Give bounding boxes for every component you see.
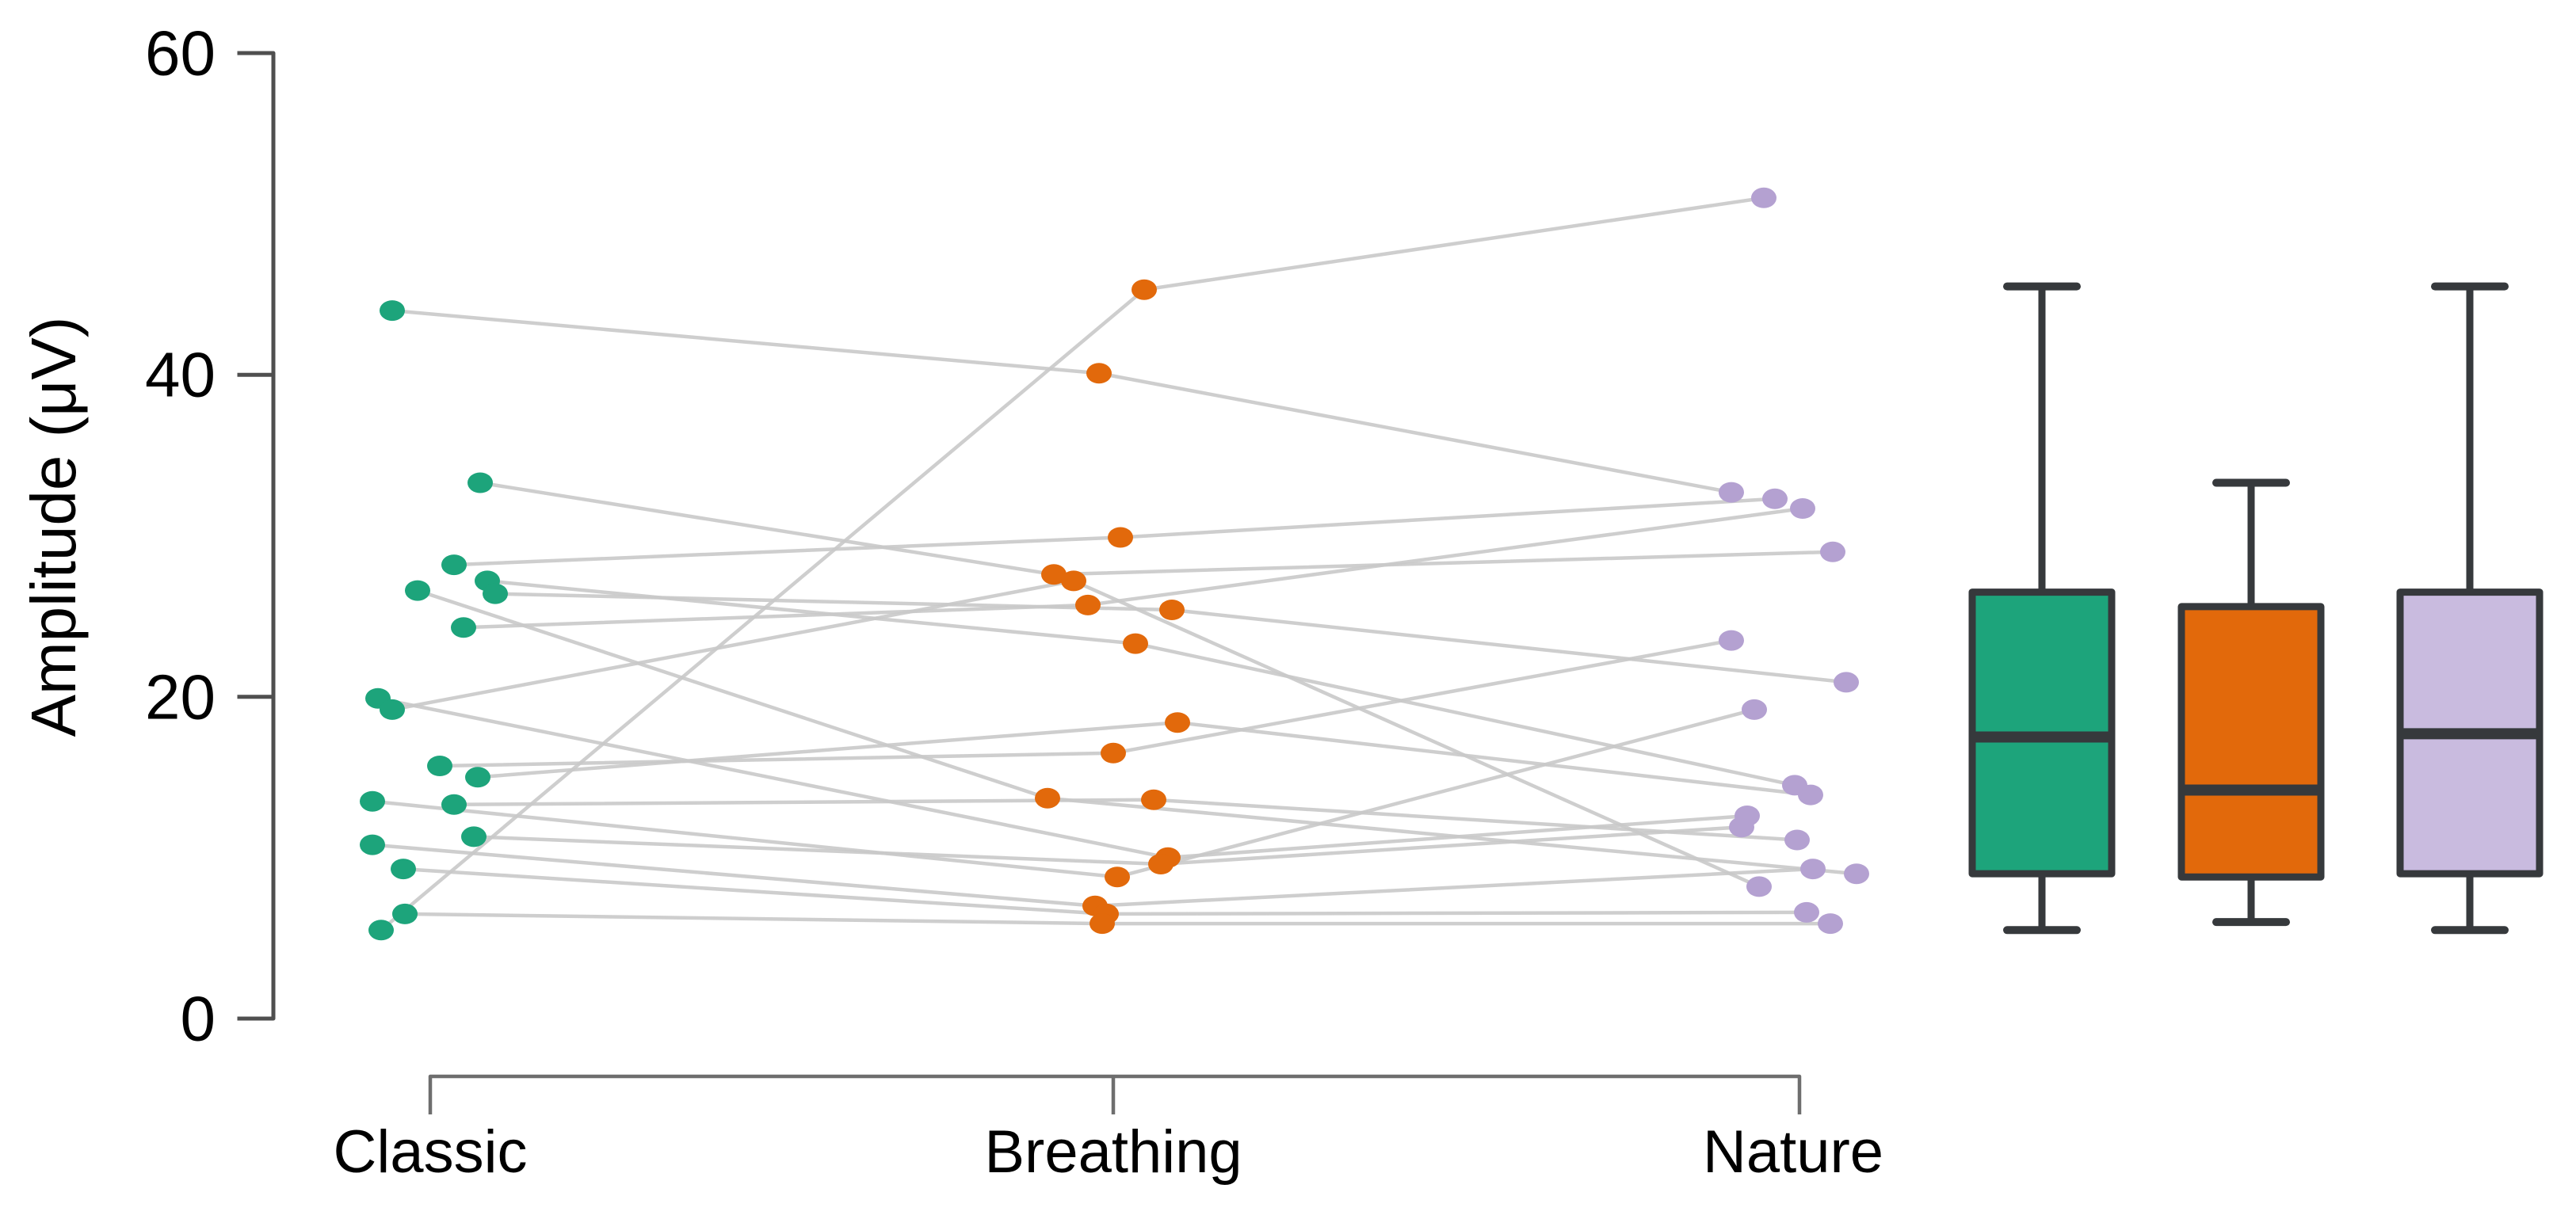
data-point-classic — [427, 756, 452, 776]
subject-line-8 — [376, 696, 1170, 860]
data-point-nature — [1798, 784, 1823, 806]
subject-line-16 — [1104, 910, 1809, 916]
data-points-layer — [360, 187, 1869, 941]
data-point-nature — [1729, 817, 1754, 838]
data-point-breathing — [1086, 363, 1112, 384]
data-point-classic — [467, 472, 493, 493]
subject-line-12 — [1115, 707, 1757, 879]
subject-line-2 — [478, 481, 1056, 577]
subject-line-16 — [401, 866, 1109, 916]
subject-line-17 — [403, 912, 1105, 926]
data-point-breathing — [1132, 279, 1157, 300]
subject-line-14 — [1158, 825, 1744, 866]
data-point-classic — [441, 554, 467, 576]
boxplot-nature — [2396, 282, 2544, 935]
data-point-breathing — [1061, 570, 1086, 592]
data-point-nature — [1794, 901, 1819, 923]
subject-line-14 — [471, 835, 1163, 866]
data-point-breathing — [1075, 594, 1101, 615]
subject-line-13 — [1151, 798, 1799, 842]
data-point-breathing — [1105, 866, 1130, 888]
data-point-classic — [405, 580, 430, 601]
data-point-nature — [1762, 488, 1788, 509]
data-point-breathing — [1123, 633, 1148, 654]
data-point-classic — [441, 794, 467, 815]
data-point-breathing — [1159, 600, 1185, 620]
data-point-classic — [461, 826, 487, 847]
subject-line-4 — [485, 579, 1138, 646]
category-label-classic: Classic — [334, 1118, 528, 1186]
data-point-classic — [392, 903, 418, 924]
subject-line-7 — [461, 603, 1090, 630]
data-point-breathing — [1035, 787, 1060, 809]
subject-line-5 — [1170, 608, 1849, 684]
data-point-breathing — [1148, 854, 1174, 874]
subject-line-1 — [390, 308, 1101, 375]
y-tick-label-60: 60 — [145, 18, 216, 89]
data-point-breathing — [1108, 527, 1133, 548]
subject-line-15 — [370, 843, 1097, 908]
subject-line-3 — [1118, 497, 1777, 539]
data-point-nature — [1719, 630, 1744, 651]
subject-line-12 — [370, 799, 1120, 879]
category-label-nature: Nature — [1703, 1118, 1883, 1186]
subject-line-10 — [437, 751, 1116, 768]
subject-line-18 — [379, 288, 1147, 932]
data-point-nature — [1742, 699, 1767, 720]
y-tick-label-0: 0 — [181, 984, 216, 1054]
data-point-classic — [483, 583, 508, 604]
data-point-classic — [465, 767, 490, 788]
subject-line-11 — [1175, 720, 1813, 797]
data-point-nature — [1800, 859, 1826, 880]
category-label-breathing: Breathing — [984, 1118, 1242, 1186]
y-axis — [237, 51, 276, 1021]
data-point-breathing — [1165, 712, 1190, 733]
subject-line-15 — [1093, 866, 1815, 908]
data-point-nature — [1746, 876, 1772, 897]
y-tick-label-40: 40 — [145, 340, 216, 410]
subject-line-10 — [1111, 638, 1734, 756]
data-point-nature — [1784, 829, 1810, 851]
data-point-classic — [391, 859, 416, 880]
data-point-nature — [1790, 498, 1815, 519]
subject-line-8 — [1166, 813, 1750, 860]
data-point-classic — [360, 790, 385, 812]
subject-line-9 — [1071, 579, 1761, 889]
data-point-breathing — [1041, 564, 1067, 585]
subject-line-6 — [415, 588, 1050, 800]
data-point-classic — [380, 699, 405, 720]
data-point-classic — [380, 300, 405, 322]
boxplot-breathing — [2177, 478, 2325, 927]
data-point-nature — [1820, 541, 1845, 562]
subject-line-9 — [390, 579, 1076, 712]
boxplot-classic — [1968, 282, 2116, 935]
boxplots-layer — [1968, 282, 2544, 935]
boxplot-box — [2177, 603, 2325, 881]
data-point-breathing — [1141, 789, 1166, 810]
data-point-nature — [1844, 863, 1869, 885]
subject-line-4 — [1133, 642, 1797, 787]
subject-line-7 — [1086, 506, 1805, 608]
subject-line-11 — [475, 720, 1180, 779]
data-point-breathing — [1101, 742, 1126, 764]
data-point-nature — [1719, 482, 1744, 503]
data-point-nature — [1834, 672, 1859, 693]
data-point-classic — [368, 920, 394, 941]
data-point-nature — [1751, 187, 1776, 208]
data-point-classic — [451, 617, 476, 638]
y-axis-title: Amplitude (μV) — [18, 317, 89, 737]
data-point-nature — [1818, 913, 1843, 935]
x-category-bracket — [428, 1074, 1802, 1114]
subject-line-1 — [1097, 371, 1734, 494]
subject-line-18 — [1142, 196, 1766, 291]
subject-line-2 — [1051, 550, 1835, 577]
data-point-breathing — [1090, 913, 1115, 935]
y-tick-label-20: 20 — [145, 662, 216, 733]
subject-pair-lines-layer — [370, 196, 1859, 932]
data-point-classic — [360, 834, 385, 855]
subject-line-3 — [452, 535, 1123, 567]
